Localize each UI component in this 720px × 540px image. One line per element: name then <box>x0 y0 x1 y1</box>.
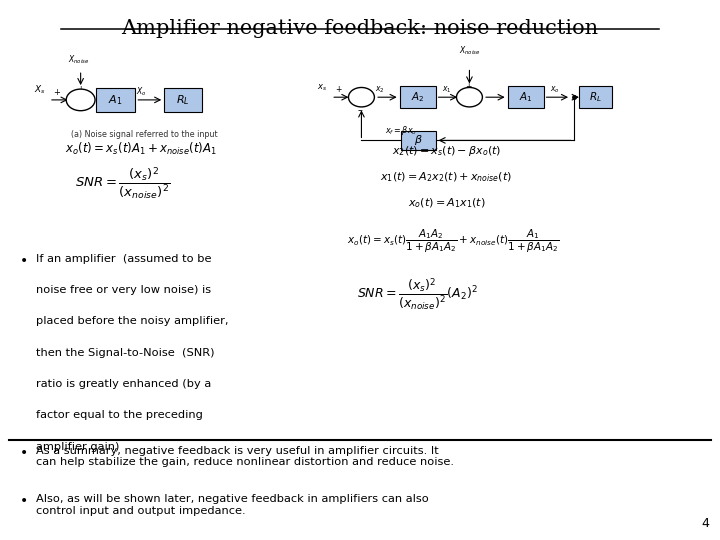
Text: +: + <box>336 85 341 94</box>
Text: $\Sigma$: $\Sigma$ <box>465 91 474 104</box>
Text: $x_o(t) = x_s(t)A_1 + x_{noise}(t)A_1$: $x_o(t) = x_s(t)A_1 + x_{noise}(t)A_1$ <box>65 140 216 157</box>
Text: $\Sigma$: $\Sigma$ <box>357 91 366 104</box>
Text: $A_1$: $A_1$ <box>519 90 532 104</box>
Text: $SNR = \dfrac{(x_s)^2}{(x_{noise})^2}$: $SNR = \dfrac{(x_s)^2}{(x_{noise})^2}$ <box>75 166 170 201</box>
Text: $x_o(t) = x_s(t)\dfrac{A_1 A_2}{1+\beta A_1 A_2} + x_{noise}(t)\dfrac{A_1}{1+\be: $x_o(t) = x_s(t)\dfrac{A_1 A_2}{1+\beta … <box>348 228 559 255</box>
Text: Amplifier negative feedback: noise reduction: Amplifier negative feedback: noise reduc… <box>122 19 598 38</box>
Text: $R_L$: $R_L$ <box>589 90 602 104</box>
Text: $SNR = \dfrac{(x_s)^2}{(x_{noise})^2}(A_2)^2$: $SNR = \dfrac{(x_s)^2}{(x_{noise})^2}(A_… <box>357 276 478 312</box>
Text: factor equal to the preceding: factor equal to the preceding <box>36 410 203 421</box>
Text: 4: 4 <box>701 517 709 530</box>
Text: $x_o$: $x_o$ <box>549 84 559 95</box>
Text: Also, as will be shown later, negative feedback in amplifiers can also
control i: Also, as will be shown later, negative f… <box>36 494 428 516</box>
Bar <box>400 86 436 108</box>
Text: As a summary, negative feedback is very useful in amplifier circuits. It
can hel: As a summary, negative feedback is very … <box>36 446 454 467</box>
Text: $X_s$: $X_s$ <box>34 84 45 97</box>
Text: +: + <box>53 88 60 97</box>
Bar <box>96 88 135 112</box>
Text: $x_s$: $x_s$ <box>318 82 328 93</box>
Bar <box>508 86 544 108</box>
Text: $\Sigma$: $\Sigma$ <box>76 93 85 106</box>
Text: $X_o$: $X_o$ <box>136 85 146 98</box>
Text: $A_2$: $A_2$ <box>411 90 424 104</box>
Circle shape <box>348 87 374 107</box>
Circle shape <box>456 87 482 107</box>
Text: (a) Noise signal referred to the input: (a) Noise signal referred to the input <box>71 130 217 139</box>
Text: $x_1$: $x_1$ <box>442 84 452 95</box>
Text: amplifier gain): amplifier gain) <box>36 442 120 452</box>
Text: •: • <box>20 494 28 508</box>
Text: •: • <box>20 254 28 268</box>
Text: noise free or very low noise) is: noise free or very low noise) is <box>36 285 211 295</box>
Text: $R_L$: $R_L$ <box>176 93 189 107</box>
Text: $X_{noise}$: $X_{noise}$ <box>459 44 480 57</box>
Text: placed before the noisy amplifier,: placed before the noisy amplifier, <box>36 316 228 327</box>
Text: $x_f = \beta x_o$: $x_f = \beta x_o$ <box>385 124 417 137</box>
Text: If an amplifier  (assumed to be: If an amplifier (assumed to be <box>36 254 212 264</box>
Text: +: + <box>466 83 472 91</box>
Text: then the Signal-to-Noise  (SNR): then the Signal-to-Noise (SNR) <box>36 348 215 358</box>
Bar <box>401 131 436 150</box>
Text: $x_1(t) = A_2 x_2(t) + x_{noise}(t)$: $x_1(t) = A_2 x_2(t) + x_{noise}(t)$ <box>380 170 513 184</box>
Text: –: – <box>358 105 362 114</box>
Text: $x_o(t) = A_1 x_1(t)$: $x_o(t) = A_1 x_1(t)$ <box>408 196 485 210</box>
Text: $x_2$: $x_2$ <box>374 84 384 95</box>
Circle shape <box>66 89 95 111</box>
Text: $A_1$: $A_1$ <box>108 93 122 107</box>
Text: +: + <box>77 85 83 94</box>
Text: $\beta$: $\beta$ <box>414 133 423 147</box>
Bar <box>579 86 612 108</box>
Text: $x_2(t) = x_s(t) - \beta x_o(t)$: $x_2(t) = x_s(t) - \beta x_o(t)$ <box>392 144 501 158</box>
Text: •: • <box>20 446 28 460</box>
Text: ratio is greatly enhanced (by a: ratio is greatly enhanced (by a <box>36 379 211 389</box>
Bar <box>164 88 202 112</box>
Text: $X_{noise}$: $X_{noise}$ <box>68 53 90 66</box>
